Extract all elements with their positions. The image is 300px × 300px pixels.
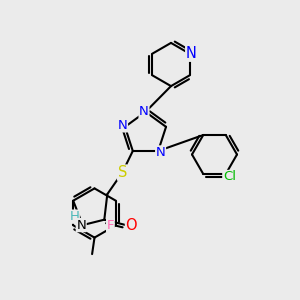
Text: Cl: Cl: [223, 170, 236, 184]
Text: N: N: [76, 219, 86, 232]
Text: O: O: [125, 218, 137, 232]
Text: N: N: [186, 46, 196, 61]
Text: N: N: [139, 105, 149, 119]
Text: N: N: [156, 146, 166, 159]
Text: F: F: [107, 219, 114, 232]
Text: S: S: [118, 165, 127, 180]
Text: N: N: [118, 119, 128, 132]
Text: H: H: [69, 210, 79, 223]
